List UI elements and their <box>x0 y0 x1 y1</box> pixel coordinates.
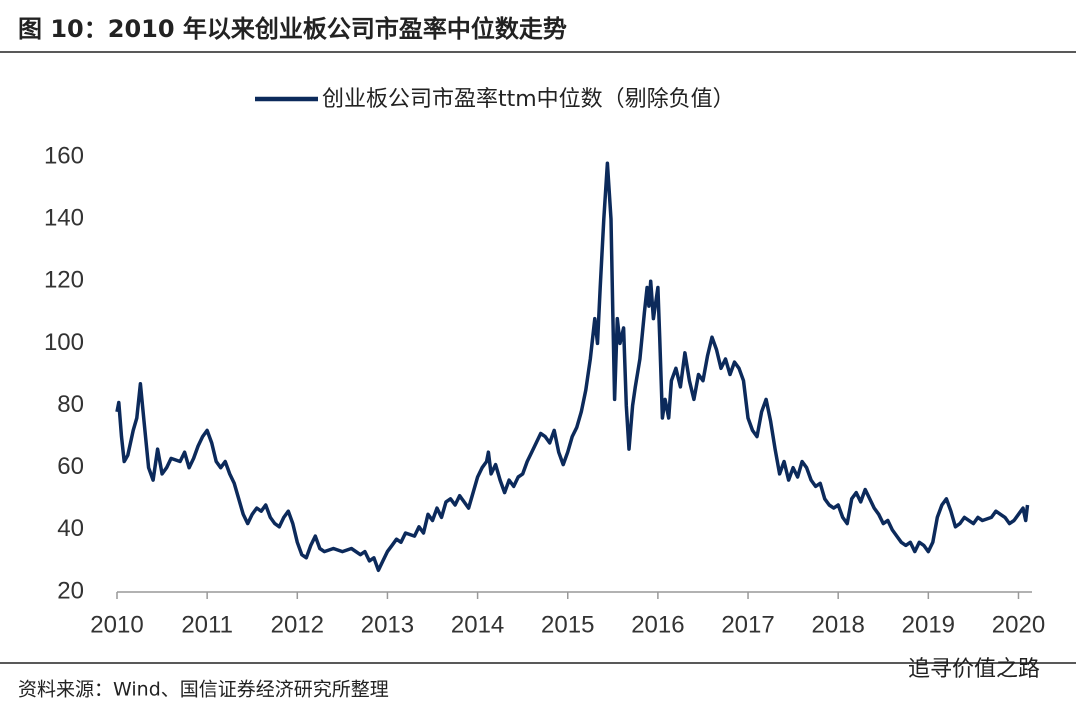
x-tick-label: 2011 <box>181 611 233 638</box>
chart-title: 图 10：2010 年以来创业板公司市盈率中位数走势 <box>18 15 567 43</box>
y-tick-label: 80 <box>57 391 84 418</box>
x-tick-label: 2013 <box>361 611 414 638</box>
legend-label: 创业板公司市盈率ttm中位数（剔除负值） <box>322 87 735 112</box>
y-tick-label: 160 <box>44 142 84 169</box>
y-tick-label: 20 <box>57 577 84 604</box>
x-tick-label: 2020 <box>992 611 1045 638</box>
y-tick-label: 140 <box>44 204 84 231</box>
x-tick-label: 2018 <box>811 611 864 638</box>
x-tick-label: 2010 <box>90 611 143 638</box>
x-tick-label: 2016 <box>631 611 684 638</box>
x-tick-label: 2015 <box>541 611 594 638</box>
x-tick-label: 2014 <box>451 611 504 638</box>
x-tick-label: 2012 <box>271 611 324 638</box>
series-line <box>115 161 1030 573</box>
watermark: 追寻价值之路 <box>908 657 1040 682</box>
x-tick-label: 2019 <box>902 611 955 638</box>
source-note: 资料来源：Wind、国信证券经济研究所整理 <box>18 679 389 701</box>
y-tick-label: 120 <box>44 267 84 294</box>
y-tick-label: 100 <box>44 329 84 356</box>
x-tick-label: 2017 <box>721 611 774 638</box>
y-tick-label: 40 <box>57 515 84 542</box>
y-tick-label: 60 <box>57 453 84 480</box>
